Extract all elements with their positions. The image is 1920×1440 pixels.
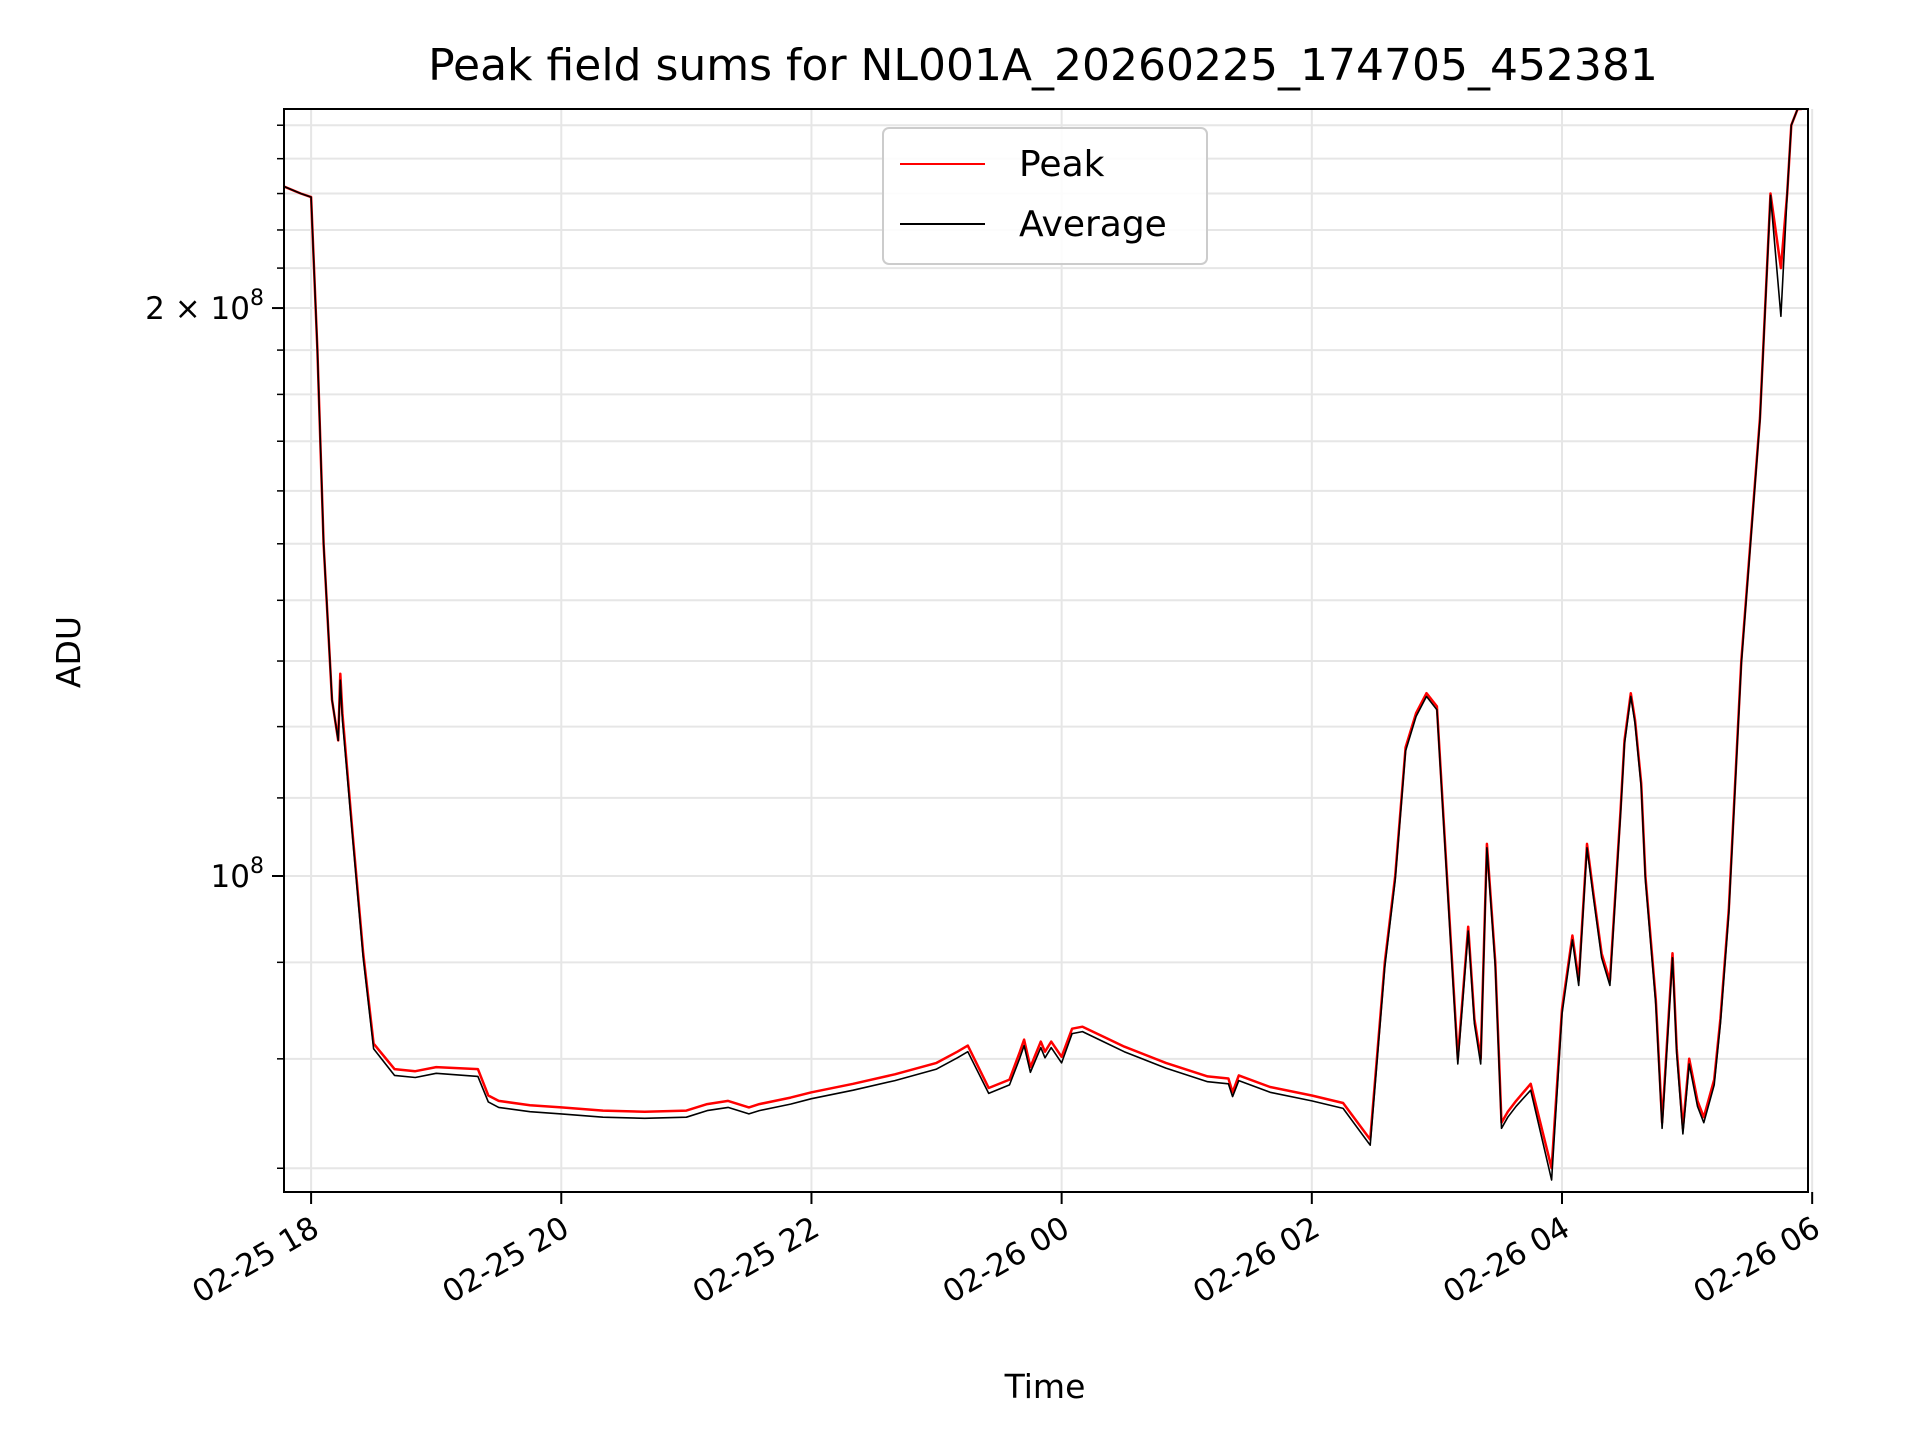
x-axis-label: Time bbox=[1004, 1367, 1086, 1406]
series-line-average bbox=[284, 109, 1802, 1181]
legend-box bbox=[882, 127, 1208, 265]
plot-area bbox=[283, 108, 1814, 1193]
plot-background bbox=[284, 109, 1808, 1192]
y-axis-label: ADU bbox=[49, 616, 88, 688]
y-tick-label: 108 bbox=[211, 854, 264, 895]
y-axis-ticks: 2 × 108 108 bbox=[145, 124, 284, 1169]
legend: Peak Average bbox=[882, 127, 1208, 265]
chart-title: Peak field sums for NL001A_20260225_1747… bbox=[428, 40, 1658, 91]
series-lines bbox=[284, 109, 1802, 1181]
plot-frame bbox=[283, 108, 1809, 1193]
grid-lines bbox=[284, 109, 1814, 1192]
legend-label-average: Average bbox=[1019, 204, 1167, 245]
y-tick-label: 2 × 108 bbox=[145, 286, 264, 327]
legend-label-peak: Peak bbox=[1019, 144, 1105, 185]
